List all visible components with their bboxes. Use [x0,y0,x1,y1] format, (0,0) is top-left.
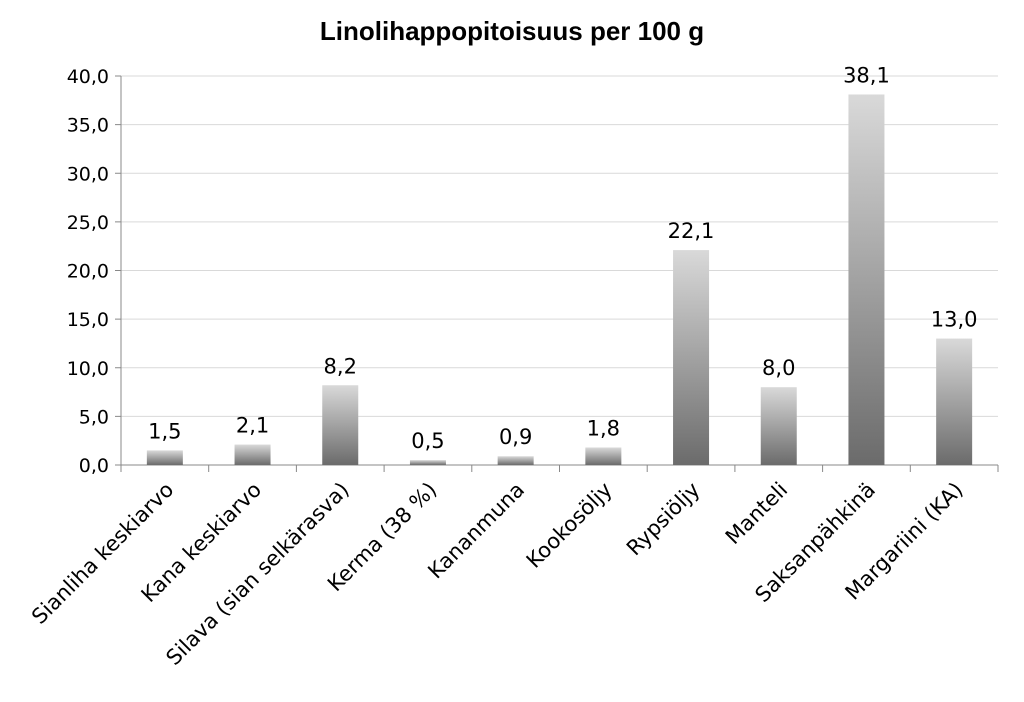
bar [146,450,183,465]
x-tick-label: Sianliha keskiarvo [27,478,178,629]
bar [760,387,797,465]
bar [848,94,885,465]
bar [497,456,534,465]
chart-title: Linolihappopitoisuus per 100 g [319,16,705,46]
data-label: 1,5 [148,419,181,443]
bar [322,385,359,465]
x-tick-label: Rypsiöljy [622,478,705,561]
y-tick-label: 5,0 [79,406,109,428]
x-tick-label: Kookosöljy [522,478,617,573]
bar [409,460,446,465]
bars [146,94,973,465]
data-label: 0,5 [411,429,444,453]
data-label: 0,9 [499,425,532,449]
y-tick-label: 0,0 [79,455,109,477]
y-tick-label: 15,0 [67,309,109,331]
y-tick-label: 30,0 [67,163,109,185]
bar [234,444,271,465]
bar [936,338,973,465]
data-label: 8,0 [762,356,795,380]
bar [585,447,622,465]
y-tick-label: 25,0 [67,212,109,234]
y-tick-label: 10,0 [67,358,109,380]
y-tick-label: 40,0 [67,66,109,88]
x-tick-label: Silava (sian selkärasva) [161,478,353,670]
labels: 0,0 5,0 10,0 15,0 20,0 25,0 30,0 35,0 40,0 1,5 Sia… [27,63,977,669]
y-tick-label: 35,0 [67,115,109,137]
y-tick-label: 20,0 [67,261,109,283]
data-label: 38,1 [843,63,890,87]
data-label: 13,0 [931,308,978,332]
data-label: 22,1 [668,219,715,243]
data-label: 2,1 [236,414,269,438]
data-label: 8,2 [324,354,357,378]
x-tick-label: Manteli [721,478,793,550]
data-label: 1,8 [587,416,620,440]
bar [673,250,710,465]
